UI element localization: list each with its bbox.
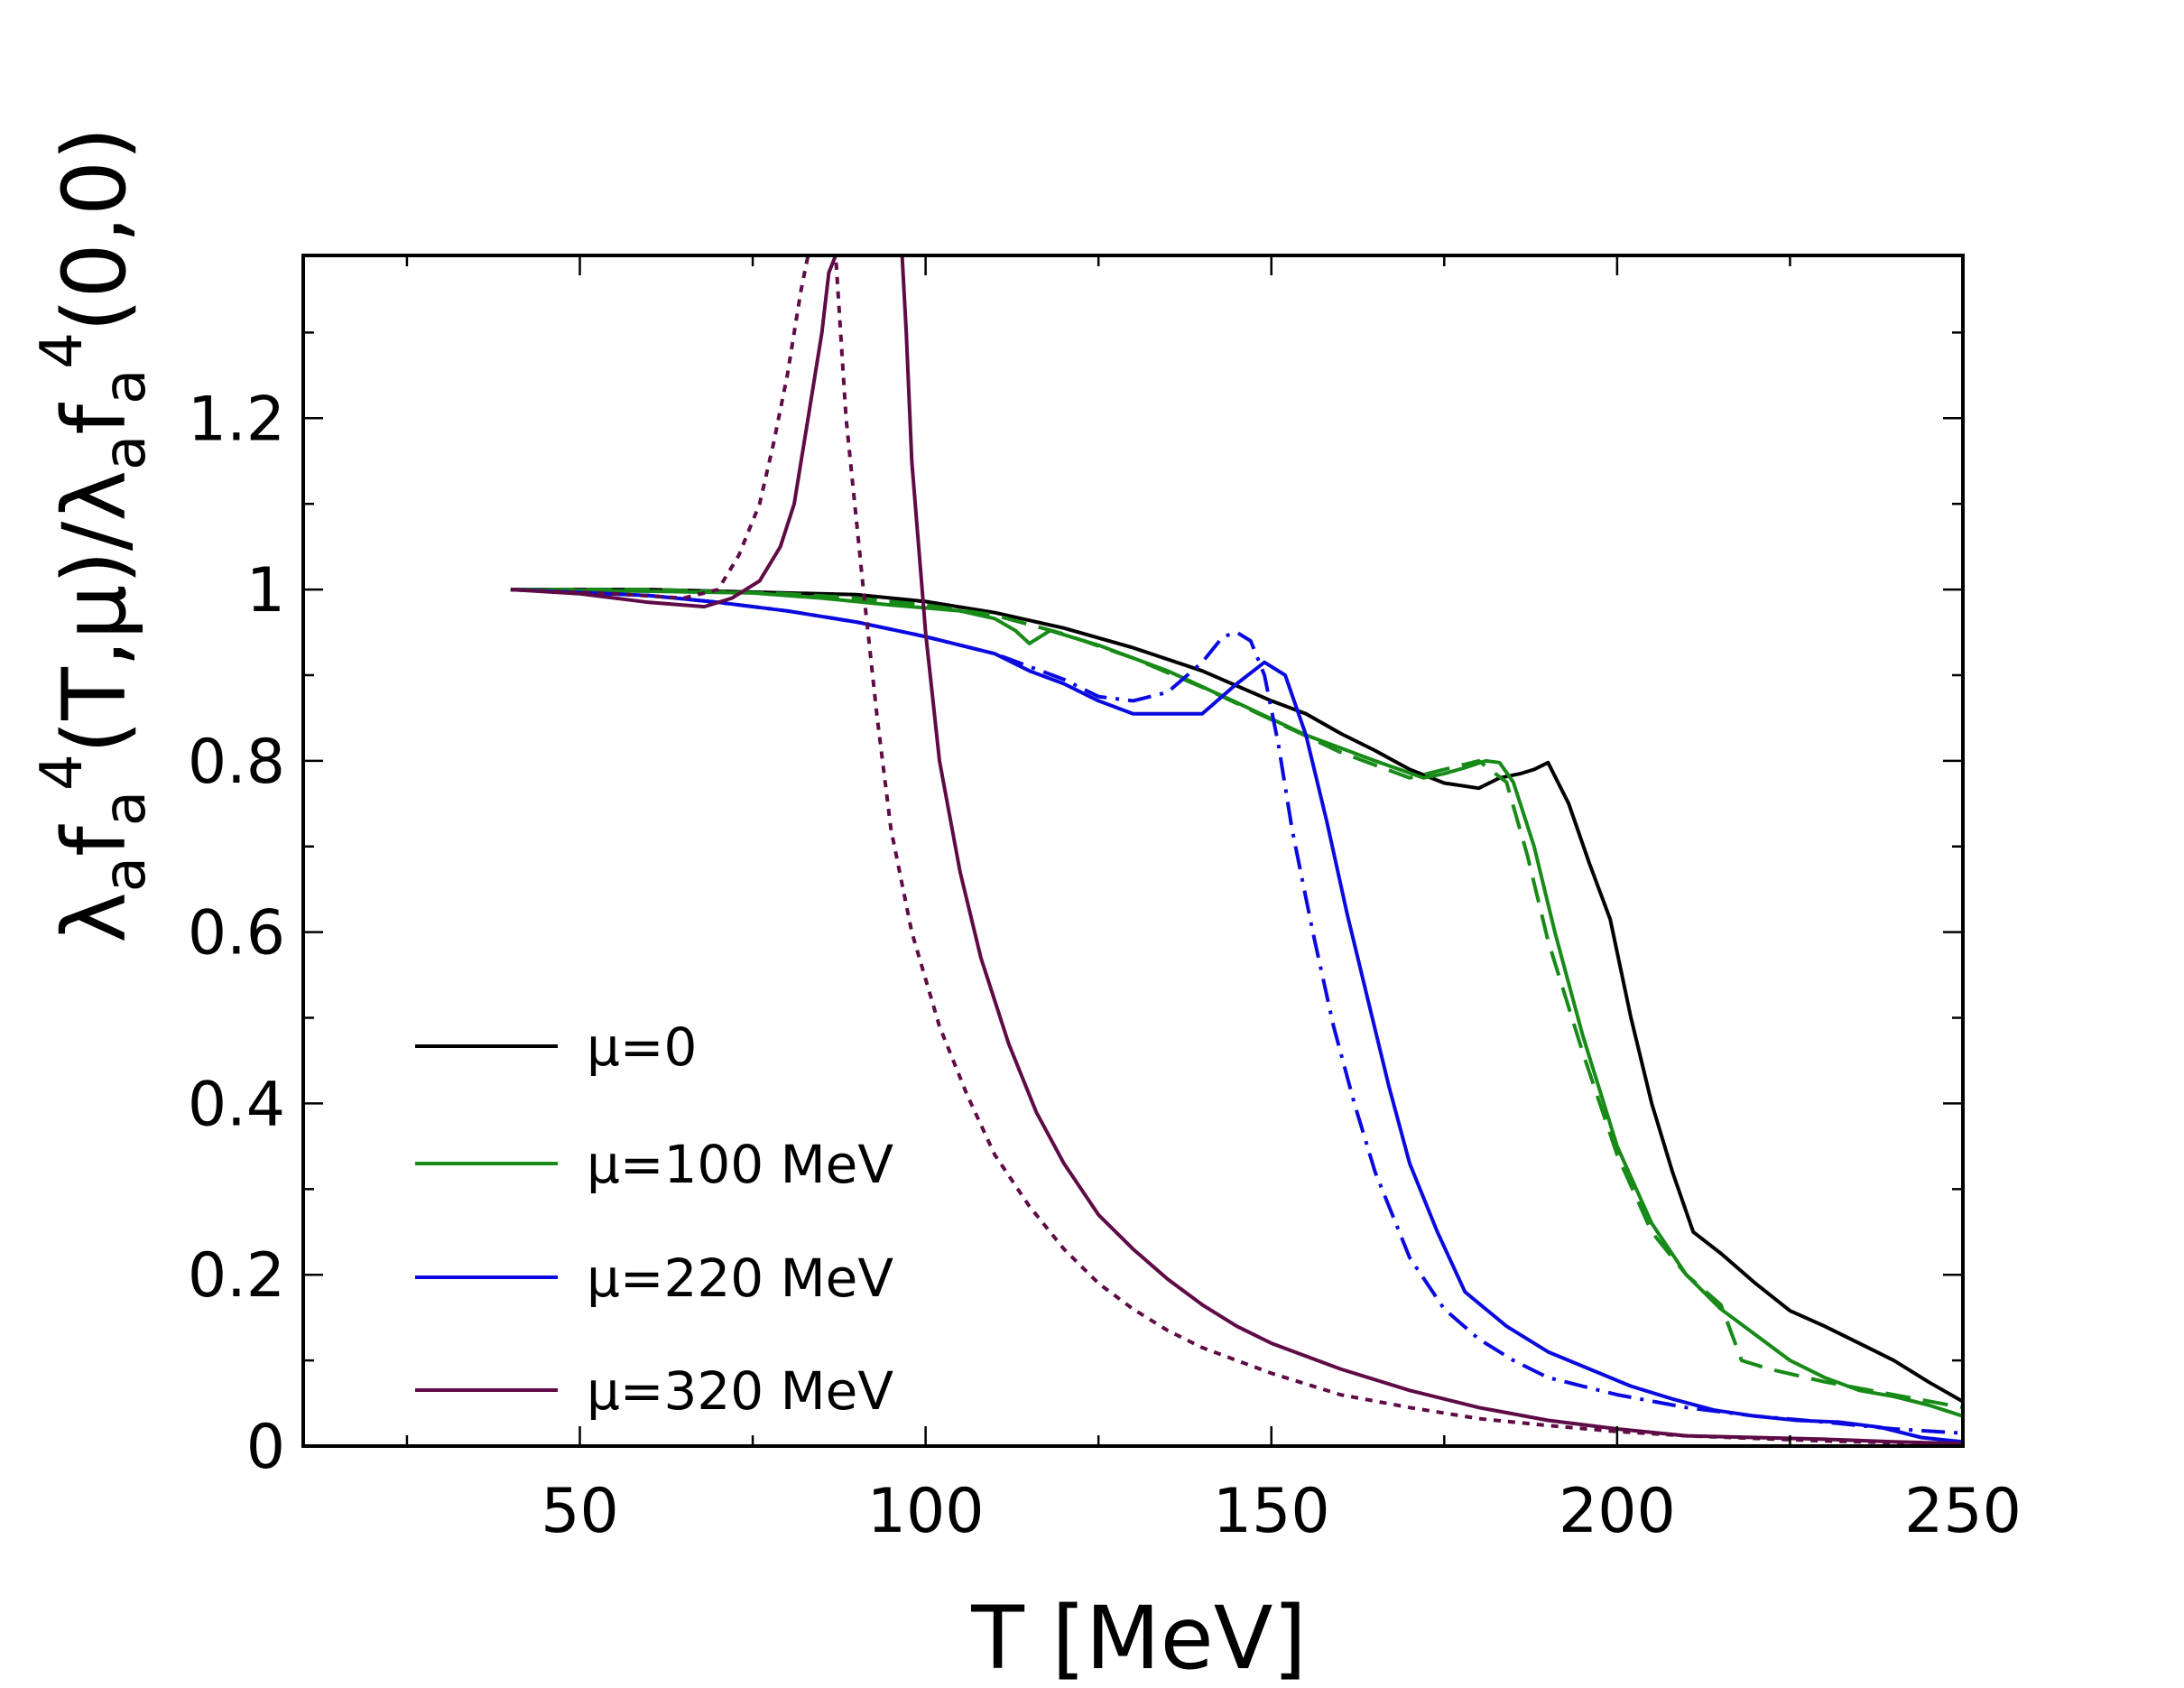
y-title-sup-1: 4 (29, 754, 96, 791)
series-line-5 (510, 255, 1963, 1446)
series-layer (510, 255, 1963, 1446)
y-title-sub-4: a (92, 369, 159, 404)
x-tick-label: 50 (541, 1476, 619, 1547)
legend-label-mu-220: μ=220 MeV (587, 1247, 893, 1309)
svg-text:λafa4(T,μ)/λafa4(0,0): λafa4(T,μ)/λafa4(0,0) (29, 126, 159, 943)
y-tick-label: 0 (246, 1412, 285, 1483)
y-title-end: (0,0) (44, 126, 145, 332)
series-line-6 (510, 255, 1963, 1446)
tick-labels: 50 100 150 200 250 0 0.2 0.4 0.6 0.8 1 1.2 (188, 384, 2022, 1547)
tick-marks (303, 255, 1965, 1448)
legend: μ=0 μ=100 MeV μ=220 MeV μ=320 MeV (415, 1016, 893, 1422)
y-axis-title: λafa4(T,μ)/λafa4(0,0) (29, 126, 159, 943)
y-title-sub-2: a (92, 791, 159, 826)
y-title-sub-3: a (92, 435, 159, 470)
legend-label-mu-100: μ=100 MeV (587, 1134, 893, 1195)
legend-label-mu-320: μ=320 MeV (587, 1360, 893, 1422)
series-line-1 (510, 588, 1963, 1418)
y-title-sub-1: a (92, 857, 159, 892)
x-tick-label: 150 (1213, 1476, 1330, 1547)
y-title-f-1: f (44, 824, 145, 857)
y-tick-label: 1.2 (188, 384, 285, 455)
series-line-2 (510, 588, 1963, 1410)
y-tick-label: 0.8 (188, 727, 285, 798)
y-title-args: (T,μ)/λ (44, 470, 145, 754)
y-title-sup-2: 4 (29, 332, 96, 369)
x-axis-title: T [MeV] (970, 1588, 1307, 1688)
y-tick-label: 1 (246, 555, 285, 626)
y-tick-label: 0.6 (188, 898, 285, 969)
y-tick-label: 0.2 (188, 1240, 285, 1312)
y-title-lambda: λ (44, 892, 145, 943)
y-title-f-2: f (44, 403, 145, 435)
series-line-3 (510, 588, 1963, 1444)
y-tick-label: 0.4 (188, 1069, 285, 1140)
x-tick-label: 200 (1559, 1476, 1676, 1547)
legend-label-mu-0: μ=0 (587, 1016, 697, 1078)
x-tick-label: 100 (867, 1476, 985, 1547)
x-tick-label: 250 (1904, 1476, 2022, 1547)
series-line-0 (510, 588, 1963, 1404)
series-line-4 (510, 588, 1963, 1435)
plot-frame (301, 254, 1965, 1448)
